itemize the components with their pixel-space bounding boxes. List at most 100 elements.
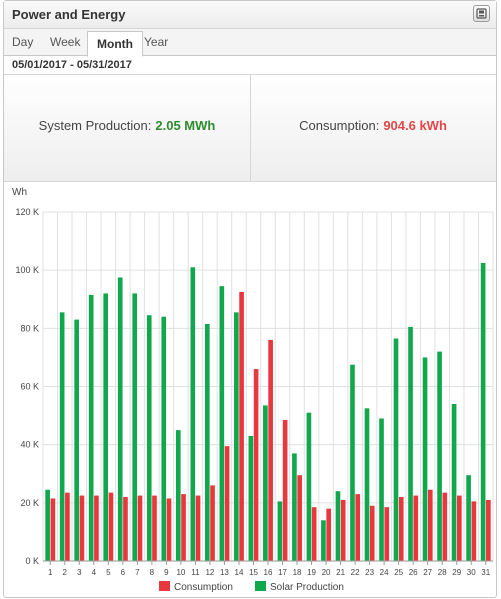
export-button[interactable] bbox=[473, 5, 490, 22]
bar-production-day-1 bbox=[45, 489, 50, 561]
bar-production-day-3 bbox=[74, 319, 79, 561]
bar-production-day-25 bbox=[393, 338, 399, 561]
x-tick-label: 2 bbox=[63, 568, 68, 577]
bar-production-day-13 bbox=[219, 286, 225, 561]
panel-header: Power and Energy bbox=[4, 1, 496, 29]
tab-week[interactable]: Week bbox=[50, 35, 81, 49]
x-tick-label: 10 bbox=[176, 568, 185, 577]
y-tick-label: 60 K bbox=[20, 382, 39, 392]
y-tick-label: 20 K bbox=[20, 498, 39, 508]
x-tick-label: 26 bbox=[409, 568, 418, 577]
bar-production-day-18 bbox=[292, 453, 297, 561]
x-tick-label: 25 bbox=[394, 568, 403, 577]
summary-divider bbox=[250, 75, 251, 181]
x-tick-label: 7 bbox=[135, 568, 140, 577]
bar-consumption-day-26 bbox=[413, 495, 419, 561]
x-tick-label: 18 bbox=[293, 568, 302, 577]
x-tick-label: 21 bbox=[336, 568, 345, 577]
bar-consumption-day-11 bbox=[195, 495, 201, 561]
y-tick-label: 0 K bbox=[25, 556, 39, 566]
x-tick-label: 9 bbox=[164, 568, 169, 577]
bar-consumption-day-5 bbox=[108, 492, 114, 561]
y-tick-label: 80 K bbox=[20, 323, 39, 333]
legend-label-consumption: Consumption bbox=[174, 582, 233, 593]
tab-month[interactable]: Month bbox=[87, 31, 143, 57]
bar-consumption-day-10 bbox=[181, 494, 186, 561]
bar-consumption-day-30 bbox=[471, 501, 477, 561]
bar-production-day-14 bbox=[234, 312, 239, 561]
x-tick-label: 22 bbox=[351, 568, 360, 577]
bar-consumption-day-16 bbox=[268, 339, 273, 561]
bar-production-day-23 bbox=[364, 408, 370, 561]
x-tick-label: 16 bbox=[264, 568, 273, 577]
summary-box: System Production: 2.05 MWh Consumption: 9… bbox=[4, 74, 496, 182]
x-tick-label: 15 bbox=[249, 568, 258, 577]
bar-consumption-day-8 bbox=[152, 495, 157, 561]
bar-production-day-24 bbox=[379, 418, 384, 561]
x-tick-label: 23 bbox=[365, 568, 374, 577]
bar-consumption-day-21 bbox=[340, 499, 346, 561]
bar-consumption-day-4 bbox=[94, 495, 99, 561]
bar-production-day-9 bbox=[161, 316, 167, 561]
production-value: 2.05 MWh bbox=[155, 118, 216, 133]
x-tick-label: 6 bbox=[121, 568, 126, 577]
x-tick-label: 30 bbox=[467, 568, 476, 577]
bar-consumption-day-27 bbox=[427, 489, 433, 561]
bar-consumption-day-19 bbox=[311, 507, 317, 561]
bar-consumption-day-3 bbox=[79, 495, 85, 561]
bar-production-day-30 bbox=[466, 475, 471, 561]
bar-production-day-31 bbox=[480, 262, 486, 561]
bar-consumption-day-13 bbox=[224, 446, 230, 561]
bar-consumption-day-24 bbox=[384, 507, 390, 561]
x-tick-label: 29 bbox=[452, 568, 461, 577]
bar-production-day-2 bbox=[59, 312, 65, 561]
bar-production-day-20 bbox=[321, 520, 326, 561]
bar-consumption-day-9 bbox=[166, 498, 172, 561]
bar-consumption-day-2 bbox=[65, 492, 70, 561]
x-tick-label: 19 bbox=[307, 568, 316, 577]
panel-title: Power and Energy bbox=[12, 7, 126, 22]
consumption-value: 904.6 kWh bbox=[383, 118, 447, 133]
y-tick-label: 120 K bbox=[15, 207, 39, 217]
bar-consumption-day-25 bbox=[398, 497, 404, 561]
tab-year[interactable]: Year bbox=[144, 35, 169, 49]
consumption-summary: Consumption: 904.6 kWh bbox=[250, 118, 496, 133]
x-tick-label: 17 bbox=[278, 568, 287, 577]
period-tabs: Day Week Month Year bbox=[4, 29, 496, 57]
y-tick-label: 40 K bbox=[20, 440, 39, 450]
y-axis-title: Wh bbox=[12, 187, 27, 198]
legend-label-production: Solar Production bbox=[270, 582, 344, 593]
bar-production-day-22 bbox=[350, 364, 355, 561]
date-range: 05/01/2017 - 05/31/2017 bbox=[12, 59, 132, 71]
bar-consumption-day-6 bbox=[123, 497, 128, 561]
bar-production-day-26 bbox=[408, 326, 413, 561]
bar-production-day-29 bbox=[451, 403, 457, 561]
bar-production-day-17 bbox=[277, 501, 283, 561]
x-tick-label: 14 bbox=[235, 568, 244, 577]
bar-production-day-10 bbox=[175, 430, 181, 561]
bar-production-day-21 bbox=[335, 491, 341, 561]
bar-consumption-day-12 bbox=[210, 485, 215, 561]
bar-production-day-4 bbox=[88, 294, 94, 561]
x-tick-label: 4 bbox=[92, 568, 97, 577]
legend-swatch-production bbox=[255, 581, 266, 591]
bar-production-day-28 bbox=[437, 351, 442, 561]
export-icon bbox=[476, 8, 487, 19]
x-tick-label: 1 bbox=[48, 568, 53, 577]
bar-consumption-day-7 bbox=[137, 495, 143, 561]
x-tick-label: 12 bbox=[205, 568, 214, 577]
bar-consumption-day-15 bbox=[253, 369, 259, 561]
bar-consumption-day-14 bbox=[239, 291, 244, 561]
tab-day[interactable]: Day bbox=[12, 35, 34, 49]
x-tick-label: 27 bbox=[423, 568, 432, 577]
bar-consumption-day-28 bbox=[442, 492, 448, 561]
x-tick-label: 24 bbox=[380, 568, 389, 577]
x-tick-label: 8 bbox=[150, 568, 155, 577]
x-tick-label: 3 bbox=[77, 568, 82, 577]
bar-consumption-day-23 bbox=[369, 505, 375, 561]
bar-production-day-15 bbox=[248, 435, 254, 561]
bar-consumption-day-17 bbox=[282, 419, 288, 561]
bar-production-day-6 bbox=[117, 277, 123, 561]
bar-production-day-19 bbox=[306, 412, 312, 561]
